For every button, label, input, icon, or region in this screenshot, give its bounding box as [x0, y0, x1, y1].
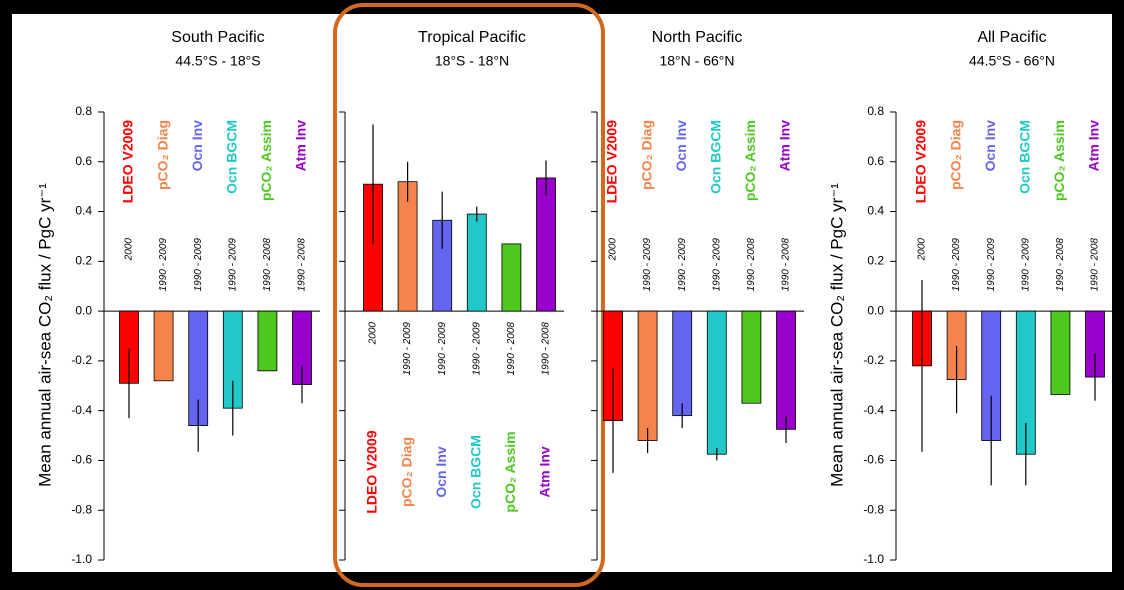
plot-background — [12, 14, 1112, 572]
y-tick-label: 0.0 — [75, 303, 92, 317]
bar — [466, 213, 487, 312]
period-label: 1990 - 2008 — [262, 238, 273, 292]
period-label: 1990 - 2009 — [227, 238, 238, 292]
panel-title: South Pacific — [171, 29, 264, 46]
period-label: 1990 - 2008 — [1090, 238, 1101, 292]
period-label: 1990 - 2009 — [677, 238, 688, 292]
period-label: 1990 - 2009 — [711, 238, 722, 292]
method-label: Atm Inv — [777, 120, 793, 172]
bar — [706, 310, 727, 455]
bar — [637, 310, 658, 441]
method-label: Atm Inv — [537, 446, 553, 498]
y-tick-label: -0.2 — [71, 353, 92, 367]
bar — [1050, 310, 1071, 395]
method-label: Ocn BGCM — [224, 120, 240, 194]
bar — [741, 310, 762, 404]
y-tick-label: -0.8 — [71, 502, 92, 516]
method-label: pCO₂ Diag — [154, 120, 170, 190]
method-label: LDEO V2009 — [913, 120, 929, 203]
highlight-frame — [333, 3, 605, 587]
method-label: LDEO V2009 — [604, 120, 620, 203]
period-label: 1990 - 2009 — [642, 238, 653, 292]
method-label: Ocn Inv — [673, 120, 689, 172]
y-tick-label: -0.4 — [71, 403, 92, 417]
period-label: 2000 — [917, 238, 928, 262]
bar — [501, 243, 522, 312]
period-label: 1990 - 2008 — [1055, 238, 1066, 292]
method-label: Ocn Inv — [189, 120, 205, 172]
period-label: 1990 - 2009 — [158, 238, 169, 292]
method-label: pCO₂ Assim — [742, 120, 758, 201]
bar — [536, 177, 556, 312]
y-tick-label: 0.2 — [867, 254, 884, 268]
y-tick-label: -0.4 — [863, 403, 884, 417]
method-label: Atm Inv — [293, 120, 309, 172]
method-label: Ocn BGCM — [1017, 120, 1033, 194]
method-label: pCO₂ Diag — [398, 437, 414, 507]
period-label: 1990 - 2009 — [951, 238, 962, 292]
period-label: 2000 — [368, 322, 379, 346]
period-label: 1990 - 2009 — [437, 322, 448, 376]
bar — [776, 310, 796, 430]
period-label: 1990 - 2009 — [402, 322, 413, 376]
method-label: pCO₂ Diag — [638, 120, 654, 190]
y-tick-label: -0.2 — [863, 353, 884, 367]
y-axis-title: Mean annual air-sea CO₂ flux / PgC yr⁻¹ — [35, 183, 54, 487]
bar — [672, 310, 693, 417]
panel-subtitle: 44.5°S - 66°N — [969, 53, 1055, 69]
period-label: 1990 - 2009 — [193, 238, 204, 292]
method-label: pCO₂ Assim — [258, 120, 274, 201]
panel-subtitle: 18°N - 66°N — [659, 53, 734, 69]
method-label: Atm Inv — [1086, 120, 1102, 172]
y-tick-label: 0.6 — [75, 154, 92, 168]
y-tick-label: -1.0 — [863, 552, 884, 566]
y-tick-label: 0.2 — [75, 254, 92, 268]
method-label: Ocn BGCM — [468, 435, 484, 509]
panel-title: All Pacific — [977, 29, 1046, 46]
bar — [153, 310, 174, 382]
period-label: 1990 - 2008 — [746, 238, 757, 292]
method-label: pCO₂ Diag — [947, 120, 963, 190]
period-label: 2000 — [608, 238, 619, 262]
period-label: 1990 - 2008 — [541, 322, 552, 376]
y-tick-label: 0.6 — [867, 154, 884, 168]
bar — [257, 310, 278, 372]
period-label: 1990 - 2008 — [506, 322, 517, 376]
method-label: Ocn Inv — [982, 120, 998, 172]
period-label: 1990 - 2009 — [1020, 238, 1031, 292]
panel-subtitle: 18°S - 18°N — [435, 53, 509, 69]
y-tick-label: 0.8 — [75, 104, 92, 118]
y-tick-label: -1.0 — [71, 552, 92, 566]
period-label: 1990 - 2008 — [297, 238, 308, 292]
period-label: 1990 - 2009 — [471, 322, 482, 376]
y-tick-label: 0.4 — [75, 204, 92, 218]
period-label: 2000 — [124, 238, 135, 262]
panel-title: North Pacific — [652, 29, 743, 46]
method-label: pCO₂ Assim — [502, 431, 518, 512]
y-tick-label: -0.6 — [71, 453, 92, 467]
method-label: LDEO V2009 — [364, 430, 380, 513]
y-tick-label: 0.0 — [867, 303, 884, 317]
period-label: 1990 - 2009 — [986, 238, 997, 292]
panel-subtitle: 44.5°S - 18°S — [175, 53, 260, 69]
y-axis-title: Mean annual air-sea CO₂ flux / PgC yr⁻¹ — [827, 183, 846, 487]
method-label: Ocn Inv — [433, 446, 449, 498]
period-label: 1990 - 2008 — [781, 238, 792, 292]
method-label: pCO₂ Assim — [1051, 120, 1067, 201]
y-tick-label: -0.6 — [863, 453, 884, 467]
y-tick-label: -0.8 — [863, 502, 884, 516]
panel-title: Tropical Pacific — [418, 29, 526, 46]
y-tick-label: 0.8 — [867, 104, 884, 118]
y-tick-label: 0.4 — [867, 204, 884, 218]
method-label: LDEO V2009 — [120, 120, 136, 203]
method-label: Ocn BGCM — [708, 120, 724, 194]
